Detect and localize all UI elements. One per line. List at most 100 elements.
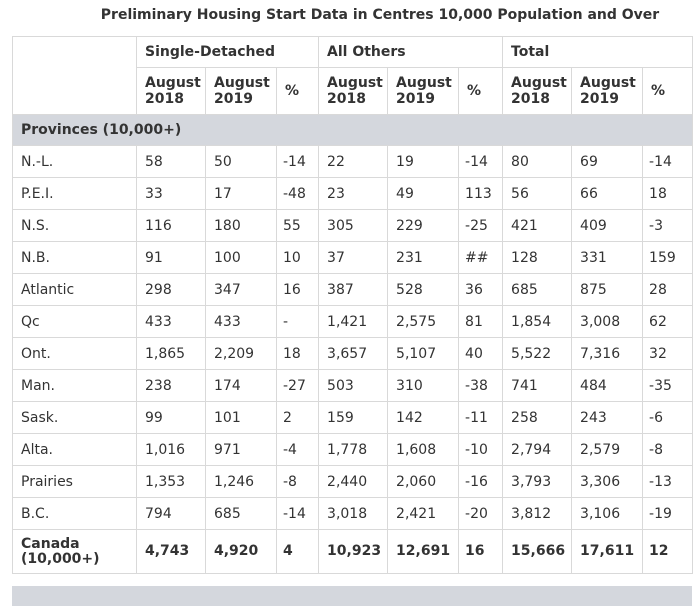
data-cell: 12,691 — [387, 529, 460, 574]
data-cell: 4,743 — [136, 529, 206, 574]
table-row: Ont. 1,865 2,209 18 3,657 5,107 40 5,522 7,316 32 — [12, 337, 694, 370]
table-row: Alta. 1,016 971 -4 1,778 1,608 -10 2,794 2,579 -8 — [12, 433, 694, 466]
housing-starts-table: Single-Detached All Others Total August … — [11, 36, 694, 574]
data-cell: 3,812 — [502, 497, 573, 530]
data-cell: -8 — [642, 433, 694, 466]
data-cell: 685 — [502, 273, 573, 306]
data-cell: 180 — [205, 209, 277, 242]
table-row: Prairies 1,353 1,246 -8 2,440 2,060 -16 3,793 3,… — [12, 465, 694, 498]
row-label-cell: N.B. — [12, 241, 137, 274]
data-cell: 2,579 — [571, 433, 644, 466]
data-cell: 971 — [205, 433, 277, 466]
data-cell: 91 — [136, 241, 206, 274]
data-cell: 7,316 — [571, 337, 644, 370]
data-cell: 528 — [387, 273, 460, 306]
data-cell: 113 — [458, 177, 504, 210]
sub-header-pct: % — [275, 67, 320, 115]
data-cell: 310 — [387, 369, 460, 402]
data-cell: 331 — [571, 241, 644, 274]
row-label-cell: Qc — [12, 305, 137, 338]
data-cell: -4 — [275, 433, 320, 466]
table-row: Man. 238 174 -27 503 310 -38 741 484 -35 — [12, 369, 694, 402]
data-cell: 17 — [205, 177, 277, 210]
data-cell: 159 — [642, 241, 694, 274]
data-cell: 5,522 — [502, 337, 573, 370]
table-row: P.E.I. 33 17 -48 23 49 113 56 66 18 — [12, 177, 694, 210]
data-cell: 231 — [387, 241, 460, 274]
data-cell: 2,060 — [387, 465, 460, 498]
row-label-cell: N.-L. — [12, 145, 137, 178]
sub-header-aug-2019: August 2019 — [571, 67, 644, 115]
sub-header-aug-2018: August 2018 — [136, 67, 206, 115]
data-cell: 741 — [502, 369, 573, 402]
data-cell: 238 — [136, 369, 206, 402]
row-label-cell: Prairies — [12, 465, 137, 498]
table-row: Atlantic 298 347 16 387 528 36 685 875 28 — [12, 273, 694, 306]
table-title: Preliminary Housing Start Data in Centre… — [100, 7, 660, 23]
data-cell: -13 — [642, 465, 694, 498]
data-cell: 685 — [205, 497, 277, 530]
row-label-cell: Atlantic — [12, 273, 137, 306]
data-cell: 229 — [387, 209, 460, 242]
data-cell: -48 — [275, 177, 320, 210]
data-cell: 421 — [502, 209, 573, 242]
data-cell: 1,246 — [205, 465, 277, 498]
data-cell: -38 — [458, 369, 504, 402]
data-cell: -14 — [642, 145, 694, 178]
row-label-cell: B.C. — [12, 497, 137, 530]
data-cell: ## — [458, 241, 504, 274]
data-cell: 101 — [205, 401, 277, 434]
data-cell: -10 — [458, 433, 504, 466]
data-cell: 50 — [205, 145, 277, 178]
data-cell: 3,008 — [571, 305, 644, 338]
data-cell: 298 — [136, 273, 206, 306]
data-cell: -11 — [458, 401, 504, 434]
data-cell: 12 — [642, 529, 694, 574]
data-cell: -35 — [642, 369, 694, 402]
data-cell: 69 — [571, 145, 644, 178]
group-header-total: Total — [502, 36, 694, 68]
data-cell: -3 — [642, 209, 694, 242]
table-row: N.S. 116 180 55 305 229 -25 421 409 -3 — [12, 209, 694, 242]
data-cell: 4,920 — [205, 529, 277, 574]
group-header-row: Single-Detached All Others Total — [12, 36, 694, 115]
data-cell: 55 — [275, 209, 320, 242]
data-cell: 1,865 — [136, 337, 206, 370]
data-cell: -6 — [642, 401, 694, 434]
sub-header-row: August 2018 August 2019 % August 2018 Au… — [13, 67, 694, 115]
data-cell: 433 — [205, 305, 277, 338]
sub-header-aug-2018: August 2018 — [318, 67, 389, 115]
data-cell: 40 — [458, 337, 504, 370]
data-cell: 305 — [318, 209, 389, 242]
data-cell: 243 — [571, 401, 644, 434]
row-label-cell: Ont. — [12, 337, 137, 370]
data-cell: 22 — [318, 145, 389, 178]
table-row: Qc 433 433-1,421 2,575 81 1,854 3,008 62 — [12, 305, 694, 338]
sub-header-aug-2018: August 2018 — [502, 67, 573, 115]
data-cell: 36 — [458, 273, 504, 306]
data-cell: 1,353 — [136, 465, 206, 498]
data-cell: 1,778 — [318, 433, 389, 466]
data-cell: 174 — [205, 369, 277, 402]
data-cell: 33 — [136, 177, 206, 210]
data-cell: -27 — [275, 369, 320, 402]
sub-header-aug-2019: August 2019 — [205, 67, 277, 115]
data-cell: 2,421 — [387, 497, 460, 530]
data-cell: 2,440 — [318, 465, 389, 498]
data-cell: 56 — [502, 177, 573, 210]
data-cell: 23 — [318, 177, 389, 210]
data-cell: 10,923 — [318, 529, 389, 574]
section-row: Provinces (10,000+) — [11, 114, 694, 146]
data-cell: 16 — [458, 529, 504, 574]
data-cell: 159 — [318, 401, 389, 434]
data-cell: 128 — [502, 241, 573, 274]
data-cell: 32 — [642, 337, 694, 370]
data-cell: - — [275, 305, 320, 338]
data-cell: 100 — [205, 241, 277, 274]
data-cell: -14 — [458, 145, 504, 178]
data-cell: 3,657 — [318, 337, 389, 370]
table-footer-band — [12, 586, 692, 606]
data-cell: 794 — [136, 497, 206, 530]
data-cell: 81 — [458, 305, 504, 338]
